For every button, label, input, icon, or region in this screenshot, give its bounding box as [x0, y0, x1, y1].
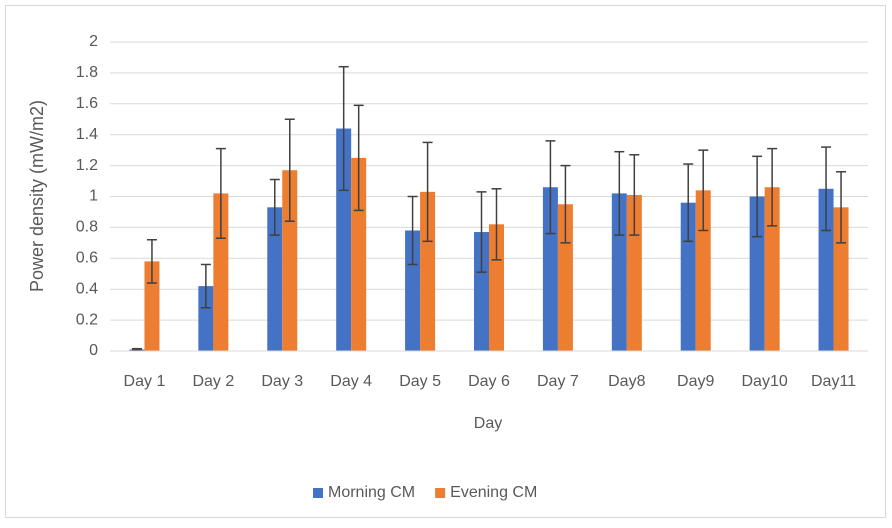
error-bar	[752, 155, 763, 238]
x-tick-label: Day 3	[261, 373, 303, 390]
error-bar	[614, 150, 625, 236]
error-bar	[131, 347, 142, 351]
bar	[626, 194, 642, 351]
y-tick-label: 0.4	[76, 280, 98, 297]
x-tick-label: Day 1	[124, 373, 166, 390]
bar	[282, 170, 298, 351]
bar	[351, 157, 367, 351]
y-tick-label: 1.4	[76, 126, 98, 143]
y-tick-label: 1	[89, 188, 98, 205]
error-bar	[200, 263, 211, 309]
legend-label: Evening CM	[450, 484, 537, 501]
y-tick-label: 2	[89, 33, 98, 50]
y-tick-label: 0.6	[76, 250, 98, 267]
legend-label: Morning CM	[328, 484, 415, 501]
error-bar	[284, 118, 295, 222]
bar	[542, 187, 558, 351]
bar	[489, 224, 504, 351]
y-tick-label: 1.6	[76, 95, 98, 112]
x-tick-label: Day10	[742, 373, 788, 390]
bar	[405, 230, 421, 351]
x-tick-label: Day9	[677, 373, 714, 390]
error-bar	[353, 104, 364, 212]
y-tick-label: 0.2	[76, 311, 98, 328]
x-tick-label: Day 6	[468, 373, 510, 390]
x-tick-label: Day 2	[192, 373, 234, 390]
error-bar	[545, 140, 556, 235]
bar	[680, 202, 696, 351]
x-tick-label: Day 5	[399, 373, 441, 390]
bar	[198, 286, 214, 351]
y-tick-label: 0.8	[76, 219, 98, 236]
bar	[213, 193, 229, 351]
error-bar	[491, 188, 502, 261]
bar	[611, 193, 627, 351]
error-bar	[683, 163, 694, 243]
error-bar	[269, 178, 280, 236]
error-bar	[146, 239, 157, 284]
x-tick-label: Day8	[608, 373, 645, 390]
bar	[420, 191, 436, 351]
error-bar	[422, 141, 433, 243]
bar	[267, 207, 283, 351]
bar	[336, 128, 352, 351]
error-bar	[407, 195, 418, 266]
bar	[557, 204, 573, 351]
legend-swatch	[435, 488, 446, 498]
error-bar	[836, 171, 847, 244]
error-bar	[338, 65, 349, 192]
error-bar	[698, 149, 709, 232]
y-tick-label: 0	[89, 342, 98, 359]
error-bar	[560, 164, 571, 244]
bar	[764, 187, 780, 351]
y-axis-label: Power density (mW/m2)	[27, 100, 47, 292]
bar	[818, 188, 834, 351]
error-bar	[215, 147, 226, 239]
bar	[144, 261, 160, 351]
x-tick-label: Day11	[811, 373, 856, 390]
x-tick-label: Day 7	[537, 373, 579, 390]
error-bar	[476, 191, 487, 273]
y-tick-label: 1.8	[76, 64, 98, 81]
legend-swatch	[313, 488, 323, 498]
error-bar	[821, 146, 832, 232]
x-axis-label: Day	[474, 415, 502, 432]
error-bar	[629, 154, 640, 236]
y-tick-label: 1.2	[76, 157, 98, 174]
error-bar	[767, 147, 778, 227]
bar	[749, 196, 765, 351]
x-tick-label: Day 4	[330, 373, 372, 390]
bar	[474, 232, 489, 351]
